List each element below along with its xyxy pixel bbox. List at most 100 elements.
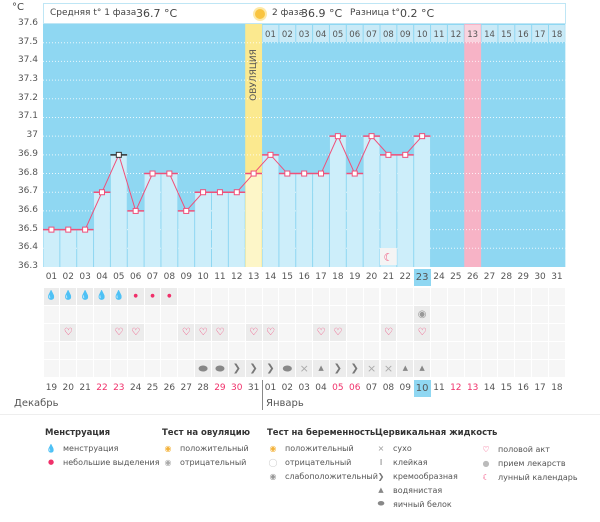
egg-fluid-icon[interactable]: ⬬ xyxy=(212,360,228,377)
empty-cell[interactable] xyxy=(414,288,431,305)
empty-cell[interactable] xyxy=(245,306,262,323)
cycle-day-label[interactable]: 24 xyxy=(433,272,445,282)
date-label[interactable]: 21 xyxy=(79,383,91,393)
light-discharge-icon[interactable]: ● xyxy=(127,288,144,305)
menstruation-icon[interactable]: 💧 xyxy=(60,288,77,305)
cycle-day-label[interactable]: 26 xyxy=(466,272,479,282)
empty-cell[interactable] xyxy=(262,342,279,359)
empty-cell[interactable] xyxy=(94,324,110,341)
empty-cell[interactable] xyxy=(447,324,464,341)
cycle-day-label[interactable]: 28 xyxy=(500,272,513,282)
empty-cell[interactable] xyxy=(329,342,346,359)
date-label[interactable]: 30 xyxy=(231,383,243,393)
empty-cell[interactable] xyxy=(549,324,565,341)
empty-cell[interactable] xyxy=(515,306,532,323)
date-label[interactable]: 19 xyxy=(45,383,58,393)
heart-icon[interactable]: ♡ xyxy=(60,324,77,341)
empty-cell[interactable] xyxy=(346,324,363,341)
empty-cell[interactable] xyxy=(94,342,110,359)
empty-cell[interactable] xyxy=(228,324,245,341)
empty-cell[interactable] xyxy=(296,288,313,305)
date-label[interactable]: 05 xyxy=(332,383,344,393)
pregnancy-weak-icon[interactable]: ◉ xyxy=(414,306,431,323)
empty-cell[interactable] xyxy=(144,306,161,323)
empty-cell[interactable] xyxy=(279,342,296,359)
empty-cell[interactable] xyxy=(178,306,195,323)
date-label[interactable]: 23 xyxy=(113,383,125,393)
cycle-day-label[interactable]: 31 xyxy=(551,272,563,282)
empty-cell[interactable] xyxy=(549,306,565,323)
cycle-day-label[interactable]: 15 xyxy=(281,272,294,282)
cycle-day-label[interactable]: 30 xyxy=(534,272,546,282)
empty-cell[interactable] xyxy=(77,342,94,359)
date-label[interactable]: 03 xyxy=(298,383,310,393)
empty-cell[interactable] xyxy=(161,324,178,341)
empty-cell[interactable] xyxy=(549,342,565,359)
empty-cell[interactable] xyxy=(431,288,447,305)
empty-cell[interactable] xyxy=(94,360,110,377)
heart-icon[interactable]: ♡ xyxy=(245,324,262,341)
menstruation-icon[interactable]: 💧 xyxy=(77,288,94,305)
empty-cell[interactable] xyxy=(279,324,296,341)
creamy-fluid-icon[interactable]: ❯ xyxy=(228,360,245,377)
empty-cell[interactable] xyxy=(397,306,414,323)
empty-cell[interactable] xyxy=(161,360,178,377)
empty-cell[interactable] xyxy=(245,288,262,305)
date-label[interactable]: 12 xyxy=(450,383,462,393)
empty-cell[interactable] xyxy=(481,342,498,359)
empty-cell[interactable] xyxy=(212,288,228,305)
light-discharge-icon[interactable]: ● xyxy=(161,288,178,305)
empty-cell[interactable] xyxy=(60,342,77,359)
empty-cell[interactable] xyxy=(481,360,498,377)
cycle-day-label[interactable]: 02 xyxy=(62,272,74,282)
empty-cell[interactable] xyxy=(363,342,380,359)
empty-cell[interactable] xyxy=(43,306,60,323)
date-label[interactable]: 22 xyxy=(96,383,108,393)
date-label[interactable]: 18 xyxy=(551,383,563,393)
empty-cell[interactable] xyxy=(279,306,296,323)
empty-cell[interactable] xyxy=(380,306,397,323)
empty-cell[interactable] xyxy=(94,306,110,323)
cycle-day-label[interactable]: 22 xyxy=(399,272,411,282)
cycle-day-label[interactable]: 11 xyxy=(214,272,226,282)
empty-cell[interactable] xyxy=(498,324,515,341)
empty-cell[interactable] xyxy=(464,288,481,305)
cycle-day-label[interactable]: 06 xyxy=(129,272,142,282)
creamy-fluid-icon[interactable]: ❯ xyxy=(245,360,262,377)
empty-cell[interactable] xyxy=(296,324,313,341)
empty-cell[interactable] xyxy=(262,306,279,323)
empty-cell[interactable] xyxy=(447,342,464,359)
empty-cell[interactable] xyxy=(464,324,481,341)
egg-fluid-icon[interactable]: ⬬ xyxy=(279,360,296,377)
empty-cell[interactable] xyxy=(464,360,481,377)
empty-cell[interactable] xyxy=(532,324,548,341)
date-label[interactable]: 26 xyxy=(163,383,176,393)
empty-cell[interactable] xyxy=(144,360,161,377)
empty-cell[interactable] xyxy=(431,306,447,323)
empty-cell[interactable] xyxy=(43,360,60,377)
empty-cell[interactable] xyxy=(481,306,498,323)
heart-icon[interactable]: ♡ xyxy=(127,324,144,341)
empty-cell[interactable] xyxy=(245,342,262,359)
egg-fluid-icon[interactable]: ⬬ xyxy=(195,360,211,377)
date-label[interactable]: 08 xyxy=(382,383,395,393)
cycle-day-label[interactable]: 05 xyxy=(113,272,125,282)
date-label[interactable]: 27 xyxy=(180,383,192,393)
date-label[interactable]: 11 xyxy=(433,383,445,393)
empty-cell[interactable] xyxy=(515,360,532,377)
empty-cell[interactable] xyxy=(110,306,127,323)
cycle-day-label[interactable]: 08 xyxy=(163,272,176,282)
empty-cell[interactable] xyxy=(346,342,363,359)
menstruation-icon[interactable]: 💧 xyxy=(110,288,127,305)
empty-cell[interactable] xyxy=(195,288,211,305)
empty-cell[interactable] xyxy=(515,288,532,305)
empty-cell[interactable] xyxy=(110,342,127,359)
empty-cell[interactable] xyxy=(431,324,447,341)
empty-cell[interactable] xyxy=(498,342,515,359)
empty-cell[interactable] xyxy=(397,324,414,341)
empty-cell[interactable] xyxy=(397,288,414,305)
empty-cell[interactable] xyxy=(363,306,380,323)
empty-cell[interactable] xyxy=(397,342,414,359)
empty-cell[interactable] xyxy=(313,306,329,323)
dry-fluid-icon[interactable]: × xyxy=(380,360,397,377)
